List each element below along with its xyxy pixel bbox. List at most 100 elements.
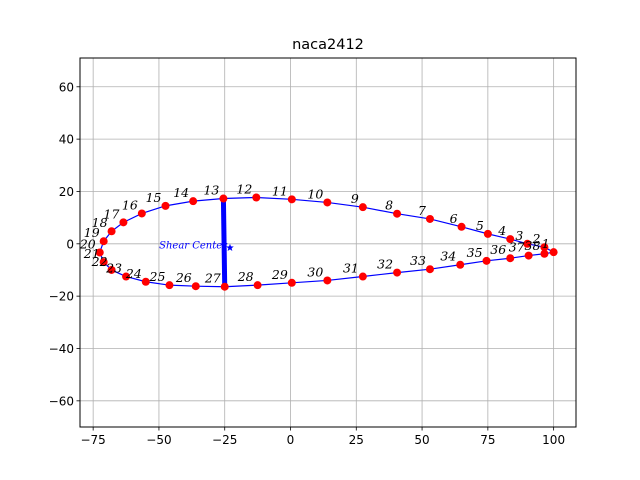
node-point [99,237,108,246]
shear-center-marker [226,243,234,251]
node-label: 27 [204,271,221,286]
node-label: 6 [450,211,458,226]
node-point [549,248,558,257]
node-label: 4 [497,223,506,238]
node-label: 15 [146,190,162,205]
node-point [95,248,104,257]
node-label: 18 [92,215,108,230]
node-label: 14 [173,185,189,200]
node-point [456,260,465,269]
node-label: 3 [515,228,523,243]
node-label: 37 [509,240,525,255]
node-label: 38 [525,238,541,253]
node-label: 11 [272,183,288,198]
x-tick-label: 100 [542,433,565,447]
node-label: 19 [84,225,100,240]
node-label: 9 [351,191,359,206]
node-point [457,222,466,231]
node-point [220,282,229,291]
node-point [287,278,296,287]
node-point [506,254,515,263]
node-point [119,218,128,227]
node-label: 32 [377,257,393,272]
node-point [161,201,170,210]
node-label: 34 [440,249,456,264]
node-label: 12 [236,181,252,196]
node-point [189,197,198,206]
y-tick-label: −60 [49,394,74,408]
node-label: 36 [490,242,506,257]
node-point [107,227,116,236]
node-label: 13 [203,183,219,198]
y-tick-label: 40 [59,133,74,147]
y-tick-label: −40 [49,342,74,356]
node-label: 7 [418,203,426,218]
node-point [287,195,296,204]
node-point [523,239,532,248]
node-label: 26 [175,270,192,285]
node-label: 17 [104,206,120,221]
y-tick-label: 60 [59,80,74,94]
x-tick-label: 25 [349,433,364,447]
node-label: 5 [476,218,484,233]
node-point [253,281,262,290]
x-tick-label: −50 [146,433,171,447]
node-label: 1 [542,236,550,251]
node-label: 8 [385,198,393,213]
node-label: 25 [149,269,166,284]
x-axis-ticks: −75 −50 −25 0 25 50 75 100 [80,427,565,447]
node-label: 31 [343,261,359,276]
y-tick-label: 20 [59,185,74,199]
node-label: 24 [125,266,142,281]
node-label: 21 [83,246,100,261]
node-point [540,249,549,258]
node-label: 20 [79,236,96,251]
node-label: 2 [531,231,540,246]
node-point [393,268,402,277]
node-label: 10 [307,186,323,201]
node-label: 33 [410,253,426,268]
x-tick-label: −75 [80,433,105,447]
node-point [107,265,116,274]
y-tick-label: −20 [49,290,74,304]
x-tick-label: 0 [287,433,295,447]
grid-lines [80,58,576,427]
x-tick-label: 75 [480,433,495,447]
node-point [141,277,150,286]
node-label: 35 [467,245,483,260]
node-label: 23 [105,261,122,276]
node-point [191,282,200,291]
node-point [358,272,367,281]
y-tick-label: 0 [66,237,74,251]
node-point [425,265,434,274]
x-tick-label: 50 [414,433,429,447]
node-point [506,235,515,244]
chart-title: naca2412 [292,37,364,53]
node-point [252,193,261,202]
axes-frame [79,57,577,428]
node-point [99,258,108,267]
node-point [137,209,146,218]
node-point [323,198,332,207]
node-point [122,272,131,281]
node-label: 28 [237,269,254,284]
node-point [425,214,434,223]
node-label: 30 [307,264,323,279]
node-point [524,251,533,260]
node-label: 22 [91,254,108,269]
spar-web [220,198,228,287]
node-point [358,203,367,212]
shear-center-label: Shear Center [159,241,228,252]
node-label: 16 [122,197,138,212]
node-label: 29 [271,267,288,282]
node-point [393,209,402,218]
node-point [483,229,492,238]
node-point [323,276,332,285]
node-point [540,243,549,252]
x-tick-label: −25 [212,433,237,447]
node-point [165,281,174,290]
node-point [219,194,228,203]
node-point [482,256,491,265]
